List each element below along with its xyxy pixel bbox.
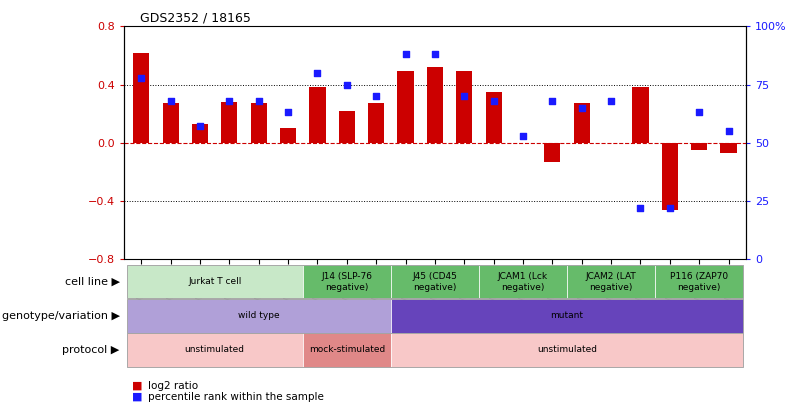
Bar (221, 102, 238, 143)
Text: ■: ■ (132, 392, 142, 402)
Bar (662, 143, 678, 210)
Bar (456, 71, 472, 143)
Text: J14 (SLP-76
negative): J14 (SLP-76 negative) (322, 272, 373, 292)
Point (369, 93, 382, 100)
Text: JCAM1 (Lck
negative): JCAM1 (Lck negative) (498, 272, 548, 292)
Text: cell line ▶: cell line ▶ (65, 277, 120, 287)
Bar (632, 87, 649, 143)
Text: unstimulated: unstimulated (184, 345, 245, 354)
Point (722, 128, 735, 134)
Text: JCAM2 (LAT
negative): JCAM2 (LAT negative) (586, 272, 637, 292)
Bar (280, 128, 296, 143)
Point (575, 104, 588, 111)
Text: Jurkat T cell: Jurkat T cell (188, 277, 241, 286)
Point (399, 51, 412, 58)
Point (223, 98, 235, 104)
Bar (397, 71, 413, 143)
Bar (133, 53, 149, 143)
Bar (163, 103, 179, 143)
Bar (544, 143, 560, 162)
Bar (310, 87, 326, 143)
Bar (339, 111, 355, 143)
Point (546, 98, 559, 104)
Point (164, 98, 177, 104)
Text: log2 ratio: log2 ratio (148, 381, 198, 391)
Bar (485, 92, 502, 143)
Bar (251, 103, 267, 143)
Point (516, 132, 529, 139)
Text: wild type: wild type (238, 311, 279, 320)
Bar (427, 67, 443, 143)
Text: J45 (CD45
negative): J45 (CD45 negative) (413, 272, 457, 292)
Bar (574, 103, 590, 143)
Text: P116 (ZAP70
negative): P116 (ZAP70 negative) (670, 272, 729, 292)
Point (311, 70, 324, 76)
Text: genotype/variation ▶: genotype/variation ▶ (2, 311, 120, 321)
Point (458, 93, 471, 100)
Bar (192, 124, 208, 143)
Text: mock-stimulated: mock-stimulated (309, 345, 385, 354)
Point (194, 123, 207, 130)
Point (252, 98, 265, 104)
Point (634, 205, 647, 211)
Text: percentile rank within the sample: percentile rank within the sample (148, 392, 323, 402)
Bar (368, 103, 385, 143)
Point (135, 74, 148, 81)
Text: GDS2352 / 18165: GDS2352 / 18165 (140, 11, 251, 24)
Text: ■: ■ (132, 381, 142, 391)
Text: unstimulated: unstimulated (537, 345, 597, 354)
Point (663, 205, 676, 211)
Point (341, 81, 354, 88)
Point (488, 98, 500, 104)
Text: mutant: mutant (551, 311, 583, 320)
Point (605, 98, 618, 104)
Point (429, 51, 441, 58)
Bar (691, 143, 707, 150)
Text: protocol ▶: protocol ▶ (62, 345, 120, 355)
Point (282, 109, 294, 116)
Point (693, 109, 705, 116)
Bar (721, 143, 737, 153)
